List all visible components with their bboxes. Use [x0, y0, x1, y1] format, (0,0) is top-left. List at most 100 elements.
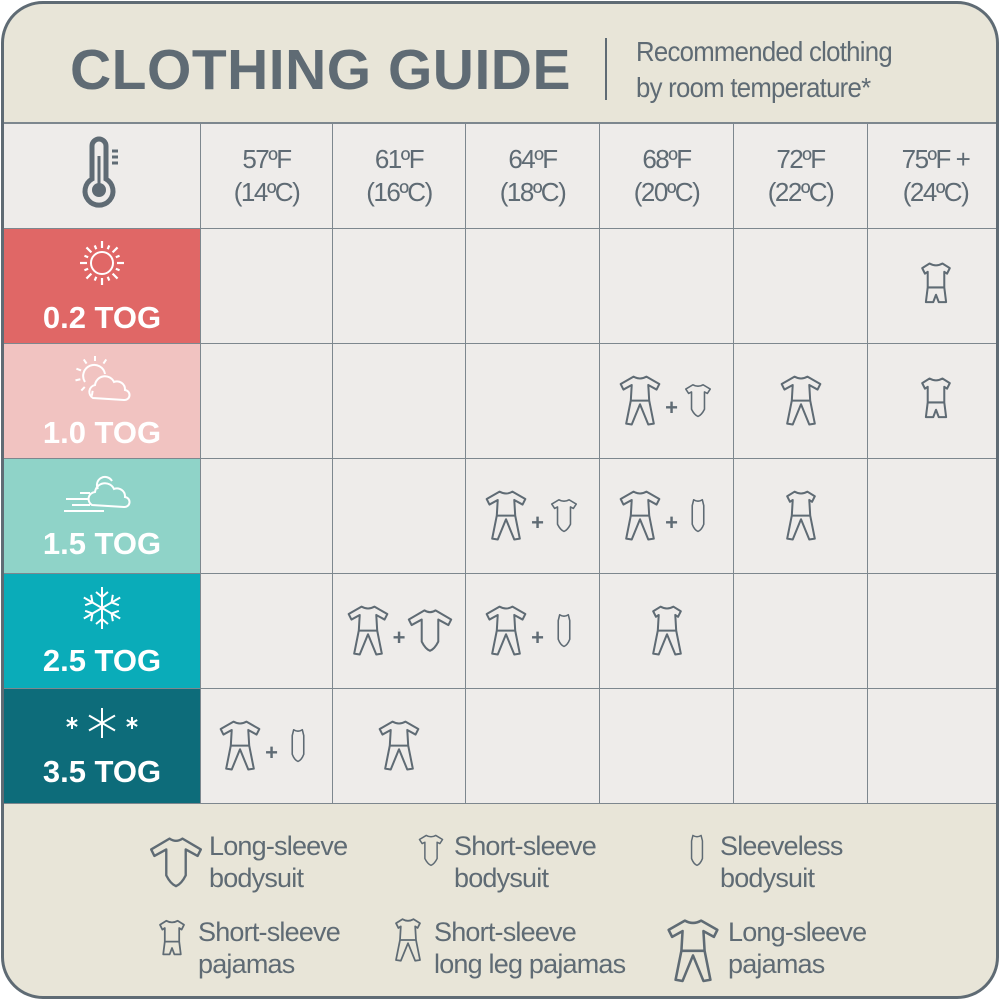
grid-cell: [201, 344, 333, 459]
grid-cell: +: [600, 459, 734, 574]
column-header-75F: 75ºF + (24ºC): [868, 124, 996, 229]
temp-celsius: (20ºC): [633, 177, 701, 207]
temp-fahrenheit: 61ºF: [374, 144, 425, 174]
grid-cell: [734, 574, 868, 689]
subtitle-line-1: Recommended clothing: [636, 36, 893, 67]
plus-sign: +: [392, 625, 406, 650]
tog-label-1-0-TOG: 1.0 TOG: [4, 344, 201, 459]
ls-bodysuit-icon: [407, 603, 453, 658]
ls-pajamas-icon: [778, 373, 824, 428]
tog-label-text: 1.0 TOG: [42, 414, 162, 450]
grid-cell: [466, 689, 600, 804]
legend-line-2: pajamas: [728, 949, 825, 979]
plus-sign: +: [531, 510, 544, 535]
snowflake-icon: [78, 584, 126, 637]
legend-line-1: Long-sleeve: [209, 831, 348, 861]
tog-label-1-5-TOG: 1.5 TOG: [4, 459, 201, 574]
temp-celsius: (16ºC): [366, 177, 433, 207]
temp-fahrenheit: 72ºF: [776, 144, 826, 174]
column-header-72F: 72ºF (22ºC): [734, 124, 868, 229]
legend-item-ss-pajamas: Short-sleeve pajamas: [152, 916, 341, 980]
grid-cell: [868, 344, 996, 459]
legend-line-2: bodysuit: [720, 863, 815, 893]
snowflakes-icon: [62, 703, 142, 748]
grid-cell: [600, 689, 734, 804]
legend-line-2: bodysuit: [454, 863, 549, 893]
header: CLOTHING GUIDE Recommended clothing by r…: [4, 4, 996, 122]
plus-sign: +: [665, 510, 678, 535]
subtitle: Recommended clothing by room temperature…: [636, 34, 893, 106]
temp-celsius: (24ºC): [902, 177, 970, 207]
legend-label: Long-sleeve bodysuit: [209, 830, 348, 894]
grid-cell: [600, 574, 734, 689]
sun-icon: [76, 237, 128, 294]
legend-line-1: Short-sleeve: [454, 831, 597, 861]
legend-item-sleeveless-bodysuit: Sleeveless bodysuit: [680, 830, 843, 894]
ls-pajamas-icon: [376, 718, 422, 773]
tog-label-text: 3.5 TOG: [42, 753, 162, 789]
subtitle-line-2: by room temperature*: [636, 72, 871, 103]
grid-cell: [600, 229, 734, 344]
legend-label: Sleeveless bodysuit: [720, 830, 843, 894]
sleeveless-bodysuit-icon: [680, 494, 716, 537]
ls-pajamas-icon: [617, 373, 663, 428]
legend-item-ss-longleg-pajamas: Short-sleeve long leg pajamas: [388, 916, 626, 980]
grid-cell: [466, 229, 600, 344]
legend-item-ss-bodysuit: Short-sleeve bodysuit: [414, 830, 597, 894]
grid-cell: +: [333, 574, 466, 689]
tog-label-text: 2.5 TOG: [42, 642, 162, 678]
grid-cell: [734, 459, 868, 574]
column-header-57F: 57ºF (14ºC): [201, 124, 333, 229]
ls-pajamas-icon: [345, 603, 391, 658]
grid-cell: [201, 574, 333, 689]
sleeveless-bodysuit-icon: [280, 724, 316, 767]
tog-label-text: 0.2 TOG: [42, 299, 162, 335]
temp-fahrenheit: 68ºF: [642, 144, 692, 174]
ls-pajamas-icon: [664, 916, 722, 986]
thermometer-icon: [72, 134, 132, 219]
header-divider: [605, 38, 607, 100]
ls-bodysuit-icon: [149, 830, 203, 895]
sun-cloud-icon: [69, 352, 135, 409]
tog-label-0-2-TOG: 0.2 TOG: [4, 229, 201, 344]
grid-cell: [734, 344, 868, 459]
grid-cell: [734, 689, 868, 804]
plus-sign: +: [665, 395, 678, 420]
grid-cell: +: [466, 459, 600, 574]
ss-longleg-pajamas-icon: [388, 916, 428, 964]
legend-item-ls-pajamas: Long-sleeve pajamas: [664, 916, 867, 986]
tog-label-3-5-TOG: 3.5 TOG: [4, 689, 201, 804]
column-header-64F: 64ºF (18ºC): [466, 124, 600, 229]
wind-cloud-icon: [62, 471, 142, 520]
tog-label-text: 1.5 TOG: [42, 525, 162, 561]
grid-cell: [333, 689, 466, 804]
legend-line-2: bodysuit: [209, 863, 304, 893]
tog-label-2-5-TOG: 2.5 TOG: [4, 574, 201, 689]
column-header-61F: 61ºF (16ºC): [333, 124, 466, 229]
legend-line-2: long leg pajamas: [434, 949, 626, 979]
legend-label: Short-sleeve long leg pajamas: [434, 916, 626, 980]
temp-celsius: (14ºC): [233, 177, 301, 207]
ss-pajamas-icon: [152, 916, 192, 964]
legend: Long-sleeve bodysuit Short-sleeve bodysuit S…: [4, 804, 996, 999]
grid-cell: [868, 574, 996, 689]
thermometer-cell: [4, 124, 201, 229]
grid-cell: [333, 459, 466, 574]
ss-bodysuit-icon: [414, 830, 448, 871]
temp-fahrenheit: 64ºF: [508, 144, 558, 174]
temp-celsius: (22ºC): [767, 177, 835, 207]
grid-cell: +: [466, 574, 600, 689]
temp-fahrenheit: 57ºF: [242, 144, 292, 174]
sleeveless-bodysuit-icon: [546, 609, 582, 652]
legend-line-1: Long-sleeve: [728, 917, 867, 947]
grid-cell: [201, 459, 333, 574]
column-header-68F: 68ºF (20ºC): [600, 124, 734, 229]
clothing-grid: 57ºF (14ºC) 61ºF (16ºC) 64ºF (18ºC) 68ºF (20ºC)…: [4, 122, 996, 804]
grid-cell: [201, 229, 333, 344]
grid-cell: [868, 459, 996, 574]
ls-pajamas-icon: [483, 488, 529, 543]
legend-label: Long-sleeve pajamas: [728, 916, 867, 980]
ss-bodysuit-icon: [546, 494, 582, 537]
ls-pajamas-icon: [217, 718, 263, 773]
